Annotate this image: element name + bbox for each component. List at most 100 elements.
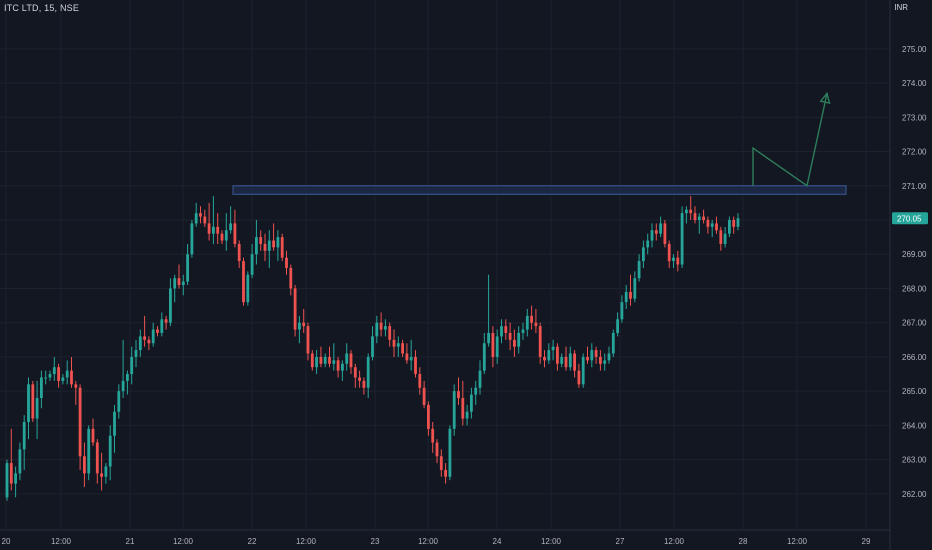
candle (556, 343, 559, 371)
candle-body (594, 350, 598, 357)
candle-body (134, 350, 138, 357)
candle-body (285, 257, 288, 268)
candle-body (538, 326, 542, 357)
y-tick-label: 265.00 (902, 387, 927, 396)
candle-body (667, 243, 671, 262)
candle-body (642, 247, 645, 262)
candle-body (396, 343, 400, 347)
candle-body (624, 291, 628, 303)
x-tick-label: 12:00 (173, 537, 194, 546)
candle-body (366, 356, 370, 388)
candle (573, 350, 576, 378)
x-tick-label: 24 (493, 537, 502, 546)
candle (336, 356, 340, 378)
last-price-badge (892, 212, 928, 225)
candle (607, 346, 611, 364)
x-tick-label: 12:00 (51, 537, 72, 546)
candle-body (242, 261, 245, 303)
candle (186, 243, 189, 286)
candle (517, 326, 521, 354)
candle (259, 230, 263, 251)
candle-body (560, 356, 564, 364)
candle-body (310, 353, 314, 368)
symbol-title[interactable]: ITC LTD, 15, NSE (4, 3, 80, 13)
candle-body (697, 216, 701, 220)
grid-lines (0, 0, 890, 530)
candle (298, 315, 301, 344)
candle (224, 213, 228, 251)
candle (642, 240, 645, 268)
candle-body (160, 319, 164, 333)
candle (495, 329, 499, 364)
candle-body (599, 356, 602, 364)
price-axis[interactable]: 275.00274.00273.00272.00271.00270.00269.… (889, 0, 932, 550)
candle-body (444, 469, 447, 477)
candle (603, 353, 607, 371)
candle-body (302, 322, 306, 327)
candle (637, 254, 641, 282)
candle (349, 350, 353, 375)
candle (444, 463, 447, 484)
projection-arrow[interactable] (752, 93, 828, 187)
candle (706, 216, 710, 234)
candle (659, 216, 662, 238)
candle-body (508, 332, 512, 340)
candle-body (293, 288, 297, 330)
candle (255, 219, 258, 265)
candle-body (319, 356, 323, 364)
candle-body (504, 326, 508, 333)
candle-body (405, 353, 409, 361)
candle (680, 206, 684, 268)
candle-body (564, 356, 568, 368)
candle (366, 353, 370, 399)
candle (482, 332, 486, 375)
candle-body (556, 346, 559, 364)
candle-body (551, 346, 555, 351)
candle (551, 339, 555, 361)
candle-body (633, 278, 637, 299)
candle (345, 343, 349, 371)
candle (508, 322, 512, 351)
candle-body (229, 223, 232, 231)
candle (439, 449, 443, 477)
y-tick-label: 262.00 (902, 490, 927, 499)
candle (306, 322, 310, 361)
candle (629, 274, 632, 306)
resistance-zone[interactable] (232, 185, 847, 195)
candle-body (199, 213, 202, 217)
candle (672, 254, 675, 268)
candle-body (272, 240, 275, 248)
candle-body (629, 291, 632, 299)
candle-body (427, 404, 430, 429)
time-axis[interactable]: 20 12:00 21 12:00 22 12:00 23 12:00 24 12:00 27 12:… (0, 529, 890, 546)
candle (328, 346, 331, 368)
projection-arrowhead (819, 91, 831, 104)
candle (736, 213, 740, 231)
candle (341, 360, 344, 381)
candle-body (332, 360, 336, 364)
candle-body (40, 377, 43, 399)
candle-body (27, 384, 30, 422)
candle (5, 459, 9, 501)
candle-body (603, 360, 607, 364)
candle-body (298, 322, 301, 330)
candle (697, 213, 701, 234)
candle (414, 350, 417, 378)
candle (654, 223, 658, 241)
candle (18, 442, 22, 481)
candle-body (190, 223, 194, 255)
candlestick-series (5, 196, 740, 501)
candle-body (306, 326, 310, 354)
candle (521, 322, 525, 340)
candle (478, 360, 482, 395)
candle-body (702, 216, 705, 220)
candle (35, 380, 39, 440)
candle (719, 226, 723, 251)
candle (710, 219, 714, 238)
y-tick-label: 275.00 (902, 45, 927, 54)
candle-body (91, 428, 95, 443)
candle (147, 336, 151, 351)
y-tick-label: 271.00 (902, 182, 927, 191)
candle (276, 230, 280, 262)
